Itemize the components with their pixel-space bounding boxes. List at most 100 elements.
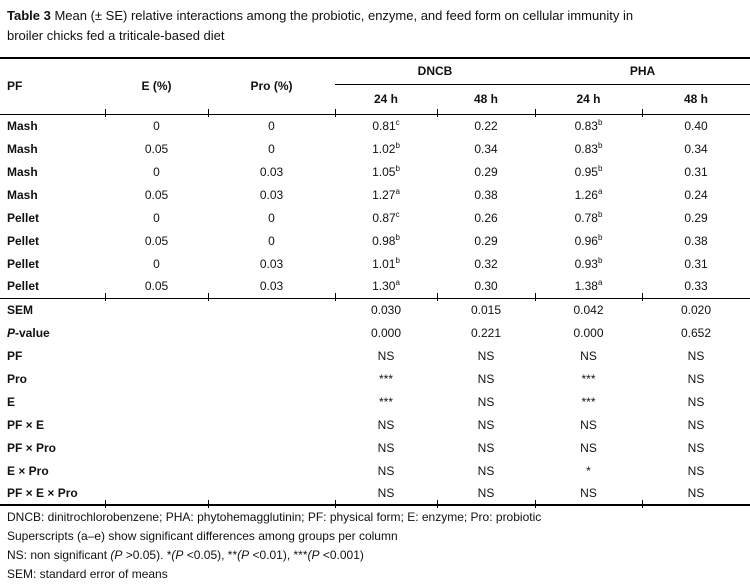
cell-pha-24h: 0.83b bbox=[535, 114, 642, 137]
stat-label: PF × E × Pro bbox=[7, 486, 78, 500]
treatment-row: Mash 0.05 0 1.02b 0.34 0.83b 0.34 bbox=[0, 137, 750, 160]
fn3-p: (P bbox=[237, 548, 250, 562]
cell-pha-48h: NS bbox=[687, 463, 705, 478]
cell-stat-label: SEM bbox=[0, 298, 335, 321]
cell-pha-24h: 0.96b bbox=[535, 229, 642, 252]
stat-row: SEM 0.030 0.015 0.042 0.020 bbox=[0, 298, 750, 321]
col-header-pf: PF bbox=[0, 58, 105, 115]
treatment-row: Pellet 0.05 0.03 1.30a 0.30 1.38a 0.33 bbox=[0, 275, 750, 299]
cell-dncb-24h: 0.000 bbox=[370, 325, 402, 340]
stat-row: PF × Pro NS NS NS NS bbox=[0, 436, 750, 459]
col-group-dncb: DNCB bbox=[335, 58, 536, 85]
cell-feed-form: Pellet bbox=[7, 210, 40, 225]
stat-row: PF NS NS NS NS bbox=[0, 344, 750, 367]
value: 0.96 bbox=[574, 233, 598, 248]
stat-label: E × Pro bbox=[7, 463, 49, 478]
column-tick bbox=[642, 500, 643, 508]
treatment-row: Mash 0 0.03 1.05b 0.29 0.95b 0.31 bbox=[0, 160, 750, 183]
footnote-superscripts: Superscripts (a–e) show significant diff… bbox=[7, 529, 398, 543]
fn3-seg: <0.001) bbox=[319, 548, 364, 562]
cell-enzyme-level: 0 bbox=[153, 164, 160, 179]
column-tick bbox=[335, 109, 336, 117]
cell-feed-form: Pellet bbox=[0, 275, 105, 299]
cell-pha-48h: NS bbox=[687, 417, 705, 432]
header-row-times: 24 h 48 h 24 h 48 h bbox=[0, 84, 750, 115]
caption-text-1: Mean (± SE) relative interactions among … bbox=[50, 8, 634, 23]
cell-stat-label: P-value bbox=[0, 321, 335, 344]
column-tick bbox=[208, 500, 209, 508]
cell-dncb-24h: 0.030 bbox=[370, 302, 402, 317]
significance-superscript: b bbox=[395, 163, 400, 173]
cell-dncb-48h: 0.38 bbox=[474, 187, 498, 202]
col-header-pha-48h: 48 h bbox=[642, 84, 750, 115]
significance-superscript: a bbox=[395, 278, 400, 288]
cell-dncb-48h: NS bbox=[477, 348, 495, 363]
cell-stat-label: PF × Pro bbox=[0, 436, 335, 459]
significance-superscript: a bbox=[395, 186, 400, 196]
cell-dncb-48h: NS bbox=[477, 440, 495, 455]
stat-label-rest: -value bbox=[15, 325, 50, 340]
cell-pha-24h: 1.38a bbox=[535, 275, 643, 299]
significance-superscript: c bbox=[395, 209, 400, 219]
cell-dncb-48h: 0.26 bbox=[474, 210, 498, 225]
cell-pha-48h: 0.38 bbox=[684, 233, 708, 248]
cell-enzyme-level: 0.05 bbox=[144, 233, 169, 248]
column-tick bbox=[105, 293, 106, 301]
cell-dncb-24h: 1.05b bbox=[335, 160, 437, 183]
statistics-rows: SEM 0.030 0.015 0.042 0.020 P-value 0.00… bbox=[0, 298, 750, 505]
value: 0.95 bbox=[574, 164, 598, 179]
cell-dncb-24h: 1.01b bbox=[335, 252, 437, 275]
cell-dncb-24h: *** bbox=[378, 394, 393, 409]
significance-superscript: b bbox=[597, 140, 603, 150]
cell-stat-label: Pro bbox=[0, 367, 335, 390]
cell-dncb-24h: NS bbox=[377, 486, 395, 500]
cell-pha-24h: 0.78b bbox=[535, 206, 642, 229]
cell-feed-form: Mash bbox=[7, 118, 38, 133]
stat-label: Pro bbox=[7, 371, 28, 386]
value: 1.01 bbox=[372, 256, 396, 271]
caption-line-2: broiler chicks fed a triticale-based die… bbox=[7, 28, 225, 43]
col-header-dncb-24h: 24 h bbox=[335, 84, 437, 115]
stat-row: E × Pro NS NS * NS bbox=[0, 459, 750, 482]
table-caption: Table 3 Mean (± SE) relative interaction… bbox=[7, 6, 750, 46]
col-header-pha-24h: 24 h bbox=[535, 84, 643, 115]
cell-probiotic-level: 0.03 bbox=[259, 187, 284, 202]
significance-superscript: b bbox=[597, 117, 603, 127]
cell-pha-48h: 0.31 bbox=[684, 164, 708, 179]
cell-dncb-48h: NS bbox=[477, 463, 495, 478]
column-tick bbox=[535, 500, 536, 508]
cell-dncb-24h: 0.98b bbox=[335, 229, 437, 252]
column-tick bbox=[335, 293, 336, 301]
cell-enzyme-level: 0.05 bbox=[144, 141, 169, 156]
value: 1.30 bbox=[372, 279, 396, 294]
cell-probiotic-level: 0 bbox=[268, 210, 275, 225]
stat-label: E bbox=[7, 394, 16, 409]
cell-pha-48h: 0.34 bbox=[684, 141, 708, 156]
cell-dncb-48h: NS bbox=[477, 486, 495, 500]
cell-stat-label: E × Pro bbox=[0, 459, 335, 482]
stat-label: PF × E bbox=[7, 417, 45, 432]
value: 0.83 bbox=[574, 141, 598, 156]
cell-feed-form: Pellet bbox=[7, 233, 40, 248]
cell-pha-24h: *** bbox=[581, 371, 596, 386]
cell-dncb-24h: 1.27a bbox=[335, 183, 437, 206]
cell-stat-label: PF × E × Pro bbox=[0, 482, 335, 505]
cell-dncb-24h: NS bbox=[377, 417, 395, 432]
cell-pha-24h: 0.83b bbox=[535, 137, 642, 160]
cell-dncb-48h: NS bbox=[477, 394, 495, 409]
cell-enzyme-level: 0 bbox=[153, 210, 160, 225]
cell-stat-label: PF bbox=[0, 344, 335, 367]
column-tick bbox=[535, 293, 536, 301]
footnote-abbreviations: DNCB: dinitrochlorobenzene; PHA: phytohe… bbox=[7, 510, 542, 524]
cell-pha-24h: *** bbox=[581, 394, 596, 409]
column-tick bbox=[208, 293, 209, 301]
value: 1.05 bbox=[372, 164, 396, 179]
cell-dncb-24h: 1.30a bbox=[335, 275, 437, 299]
cell-pha-24h: 0.042 bbox=[573, 302, 604, 317]
column-tick bbox=[437, 109, 438, 117]
stat-label: SEM bbox=[7, 302, 34, 317]
cell-probiotic-level: 0.03 bbox=[208, 275, 335, 299]
column-tick bbox=[535, 109, 536, 117]
cell-pha-24h: 0.95b bbox=[535, 160, 642, 183]
